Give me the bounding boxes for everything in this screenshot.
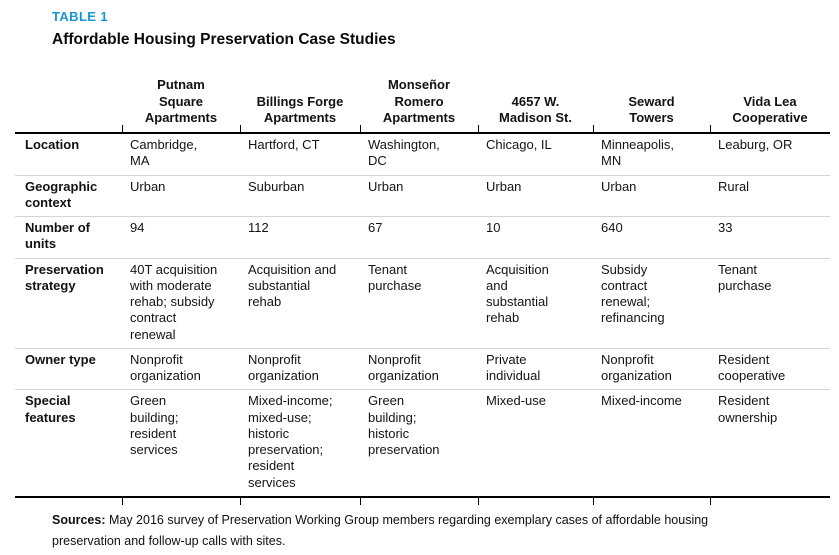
header-row: Putnam Square Apartments Billings Forge … [15, 64, 830, 134]
table-cell: Nonprofit organization [240, 347, 360, 390]
table-cell: 67 [360, 216, 478, 258]
table-row-geographic-context: Geographic context Urban Suburban Urban … [15, 174, 830, 217]
corner-header-cell [15, 64, 122, 134]
table-cell: Mixed-income [592, 389, 710, 506]
table-cell: 40T acquisition with moderate rehab; sub… [122, 257, 240, 349]
table-cell: Chicago, IL [486, 137, 552, 152]
sources-text: May 2016 survey of Preservation Working … [52, 513, 709, 548]
column-header-billings-forge: Billings Forge Apartments [239, 64, 360, 134]
row-label-geographic-context: Geographic context [15, 174, 122, 217]
table-cell: Acquisition and substantial rehab [478, 257, 593, 349]
table-title: Affordable Housing Preservation Case Stu… [52, 31, 396, 48]
table-cell: Urban [478, 174, 593, 217]
row-label-preservation-strategy: Preservation strategy [15, 257, 122, 349]
table-cell: Nonprofit organization [122, 347, 240, 390]
table-cell: 112 [240, 216, 360, 258]
table-cell: Urban [360, 174, 478, 217]
table-row-location: Location Cambridge, MA Hartford, CT Wash… [15, 133, 830, 175]
table-cell: Urban [593, 174, 710, 217]
table-cell: Nonprofit organization [360, 347, 478, 390]
table-cell: Private individual [478, 347, 593, 390]
row-label-owner-type: Owner type [15, 347, 122, 390]
table-row-preservation-strategy: Preservation strategy 40T acquisition wi… [15, 257, 830, 349]
table-cell: Washington, DC [368, 137, 440, 169]
table-cell: Cambridge, MA [130, 137, 198, 169]
table-cell: Resident ownership [709, 389, 830, 506]
table-cell: 640 [593, 216, 710, 258]
table-cell: Mixed-income; mixed-use; historic preser… [239, 389, 360, 506]
row-label-location: Location [25, 137, 80, 152]
row-label-number-of-units: Number of units [15, 216, 122, 258]
table-cell: Minneapolis, MN [601, 137, 674, 169]
table-cell: Rural [710, 174, 830, 217]
table-cell: Subsidy contract renewal; refinancing [593, 257, 710, 349]
table-number-label: TABLE 1 [52, 9, 109, 24]
sources-label: Sources: [52, 513, 106, 527]
case-studies-table: Putnam Square Apartments Billings Forge … [15, 64, 830, 506]
column-header-vida-lea: Vida Lea Cooperative [709, 64, 830, 134]
row-label-special-features: Special features [15, 389, 122, 498]
table-row-special-features: Special features Green building; residen… [15, 389, 830, 506]
table-cell: Green building; historic preservation [359, 389, 478, 506]
table-cell: Leaburg, OR [718, 137, 793, 152]
table-cell: Mixed-use [477, 389, 593, 506]
table-cell: Tenant purchase [710, 257, 830, 349]
table-cell: 33 [710, 216, 830, 258]
column-header-putnam-square: Putnam Square Apartments [121, 64, 240, 134]
table-cell: Urban [122, 174, 240, 217]
table-row-number-of-units: Number of units 94 112 67 10 640 33 [15, 216, 830, 258]
table-cell: Tenant purchase [360, 257, 478, 349]
table-cell: Acquisition and substantial rehab [240, 257, 360, 349]
sources-note: Sources: May 2016 survey of Preservation… [52, 510, 747, 551]
table-cell: Resident cooperative [710, 347, 830, 390]
table-cell: Nonprofit organization [593, 347, 710, 390]
column-header-seward-towers: Seward Towers [592, 64, 710, 134]
column-header-madison-st: 4657 W. Madison St. [477, 64, 593, 134]
table-cell: Green building; resident services [121, 389, 240, 506]
table-cell: Hartford, CT [248, 137, 320, 152]
table-cell: 94 [122, 216, 240, 258]
table-cell: 10 [478, 216, 593, 258]
table-row-owner-type: Owner type Nonprofit organization Nonpro… [15, 347, 830, 390]
table-cell: Suburban [240, 174, 360, 217]
column-header-monsenor-romero: Monseñor Romero Apartments [359, 64, 478, 134]
